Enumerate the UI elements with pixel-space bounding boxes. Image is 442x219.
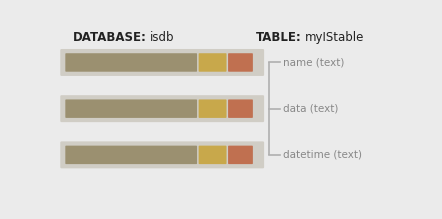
FancyBboxPatch shape	[65, 99, 197, 118]
FancyBboxPatch shape	[228, 53, 253, 72]
FancyBboxPatch shape	[65, 53, 197, 72]
Text: isdb: isdb	[150, 31, 174, 44]
Text: myIStable: myIStable	[305, 31, 364, 44]
FancyBboxPatch shape	[65, 146, 197, 164]
FancyBboxPatch shape	[228, 99, 253, 118]
Text: datetime (text): datetime (text)	[283, 150, 362, 160]
Text: TABLE:: TABLE:	[256, 31, 302, 44]
Text: name (text): name (text)	[283, 57, 344, 67]
FancyBboxPatch shape	[60, 95, 264, 122]
Text: data (text): data (text)	[283, 104, 339, 114]
FancyBboxPatch shape	[228, 146, 253, 164]
Text: DATABASE:: DATABASE:	[73, 31, 147, 44]
FancyBboxPatch shape	[198, 146, 227, 164]
FancyBboxPatch shape	[60, 141, 264, 168]
FancyBboxPatch shape	[198, 53, 227, 72]
FancyBboxPatch shape	[198, 99, 227, 118]
FancyBboxPatch shape	[60, 49, 264, 76]
